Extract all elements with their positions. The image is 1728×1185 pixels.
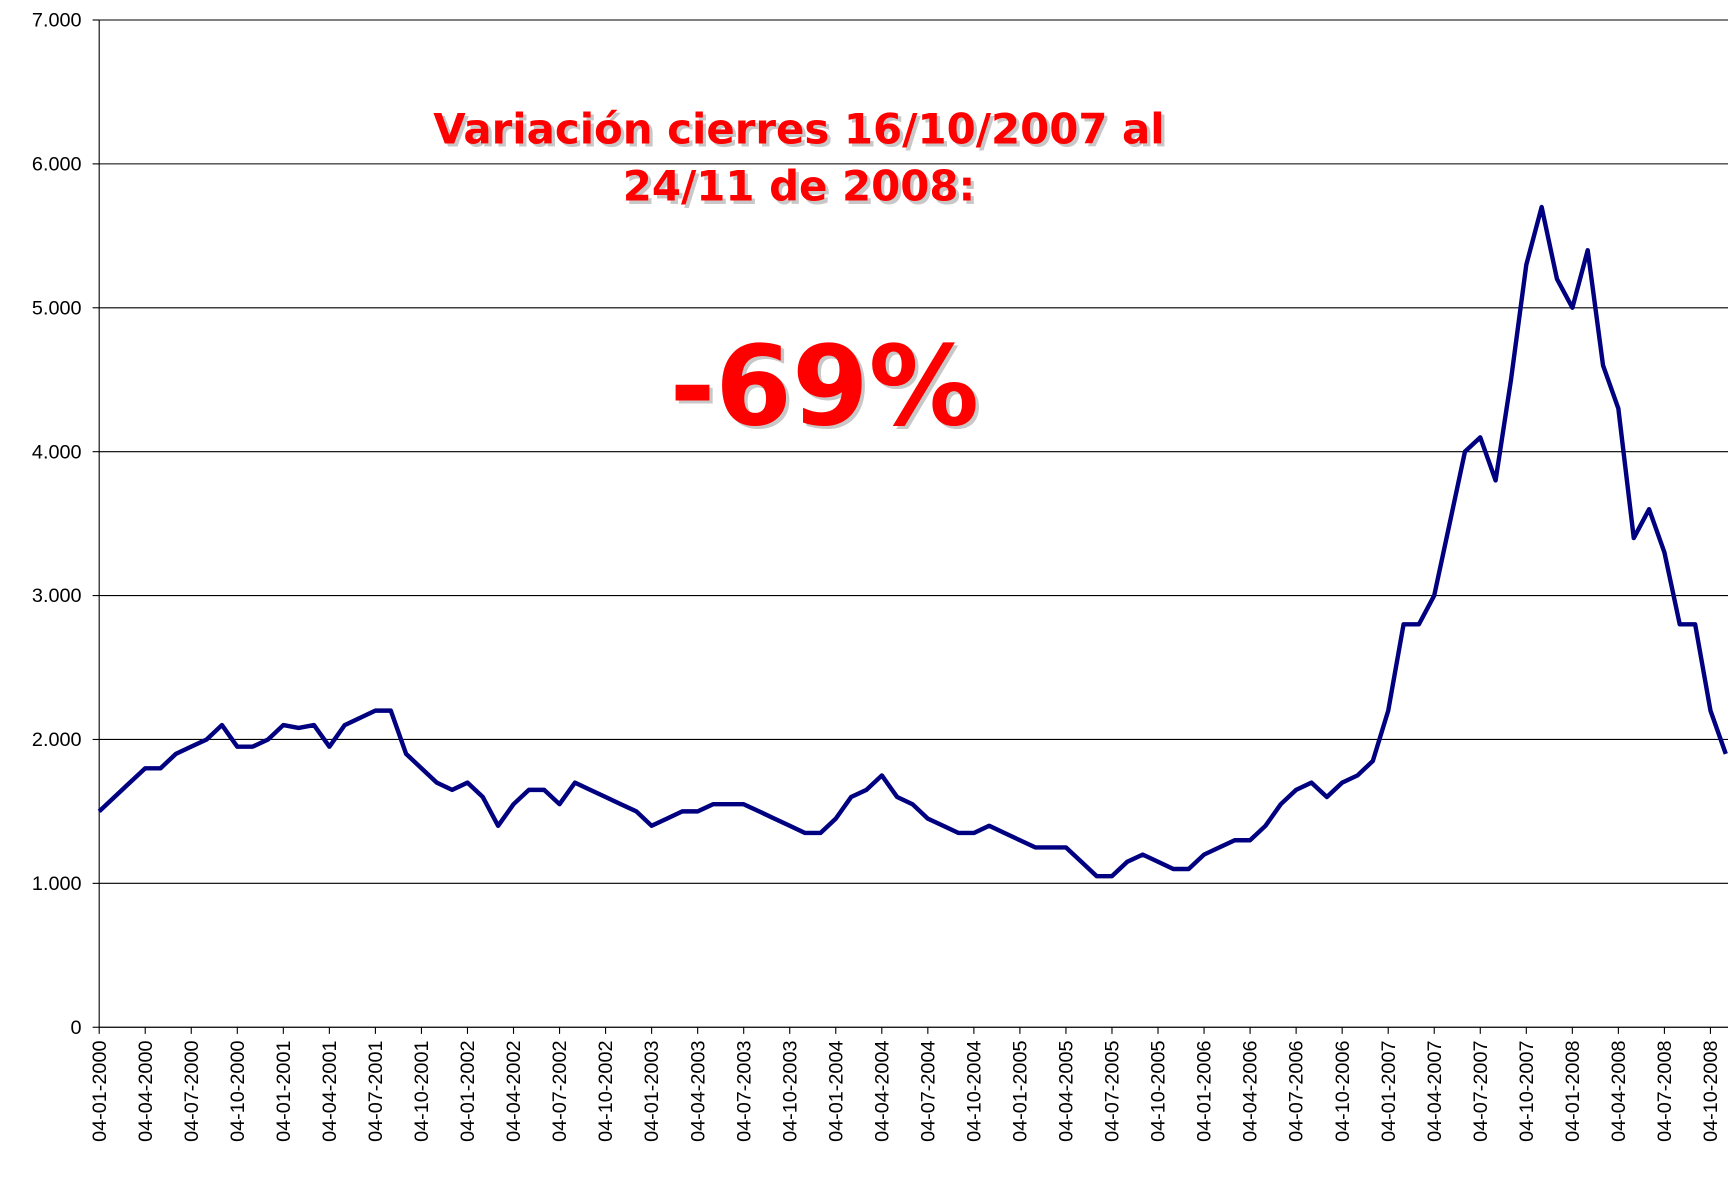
x-tick-label: 04-04-2004 xyxy=(871,1040,893,1141)
x-tick-label: 04-07-2006 xyxy=(1286,1040,1308,1141)
x-tick-label: 04-04-2002 xyxy=(503,1040,525,1141)
x-tick-label: 04-07-2008 xyxy=(1654,1040,1676,1141)
x-tick-label: 04-10-2003 xyxy=(779,1040,801,1141)
y-tick-label: 5.000 xyxy=(32,297,82,319)
x-tick-label: 04-04-2005 xyxy=(1056,1040,1078,1141)
x-tick-label: 04-10-2007 xyxy=(1516,1040,1538,1141)
x-tick-label: 04-01-2000 xyxy=(89,1040,111,1141)
x-tick-label: 04-01-2004 xyxy=(825,1040,847,1141)
x-tick-label: 04-07-2000 xyxy=(181,1040,203,1141)
x-tick-label: 04-04-2007 xyxy=(1424,1040,1446,1141)
y-tick-label: 1.000 xyxy=(32,873,82,895)
x-tick-label: 04-04-2001 xyxy=(319,1040,341,1141)
annotation-shadow: Variación cierres 16/10/2007 al xyxy=(437,108,1168,157)
line-series xyxy=(97,204,1728,879)
x-tick-label: 04-07-2005 xyxy=(1102,1040,1124,1141)
x-tick-label: 04-07-2007 xyxy=(1470,1040,1492,1141)
x-tick-label: 04-04-2006 xyxy=(1240,1040,1262,1141)
x-tick-label: 04-04-2008 xyxy=(1608,1040,1630,1141)
x-tick-label: 04-01-2003 xyxy=(641,1040,663,1141)
x-tick-label: 04-04-2000 xyxy=(135,1040,157,1141)
x-tick-label: 04-10-2000 xyxy=(227,1040,249,1141)
x-tick-label: 04-10-2006 xyxy=(1332,1040,1354,1141)
y-tick-label: 6.000 xyxy=(32,153,82,175)
x-tick-label: 04-07-2001 xyxy=(365,1040,387,1141)
x-tick-label: 04-01-2001 xyxy=(273,1040,295,1141)
x-tick-label: 04-07-2004 xyxy=(917,1040,939,1141)
x-tick-label: 04-01-2007 xyxy=(1378,1040,1400,1141)
x-tick-label: 04-01-2008 xyxy=(1562,1040,1584,1141)
annotation: Variación cierres 16/10/2007 al xyxy=(433,104,1164,153)
y-tick-label: 3.000 xyxy=(32,585,82,607)
x-tick-label: 04-01-2005 xyxy=(1010,1040,1032,1141)
x-tick-label: 04-10-2002 xyxy=(595,1040,617,1141)
y-tick-label: 4.000 xyxy=(32,441,82,463)
annotation-shadow: 24/11 de 2008: xyxy=(626,165,979,214)
x-tick-label: 04-07-2002 xyxy=(549,1040,571,1141)
y-tick-label: 2.000 xyxy=(32,729,82,751)
x-tick-label: 04-07-2003 xyxy=(733,1040,755,1141)
y-tick-label: 7.000 xyxy=(32,10,82,32)
x-tick-label: 04-10-2004 xyxy=(963,1040,985,1141)
annotation: 24/11 de 2008: xyxy=(623,162,976,211)
y-tick-label: 0 xyxy=(71,1017,82,1039)
x-tick-label: 04-10-2001 xyxy=(411,1040,433,1141)
x-tick-label: 04-10-2005 xyxy=(1148,1040,1170,1141)
x-tick-label: 04-01-2002 xyxy=(457,1040,479,1141)
annotation-shadow: -69% xyxy=(673,326,982,454)
x-tick-label: 04-10-2008 xyxy=(1700,1040,1722,1141)
annotation: -69% xyxy=(670,322,979,450)
x-tick-label: 04-04-2003 xyxy=(687,1040,709,1141)
x-tick-label: 04-01-2006 xyxy=(1194,1040,1216,1141)
